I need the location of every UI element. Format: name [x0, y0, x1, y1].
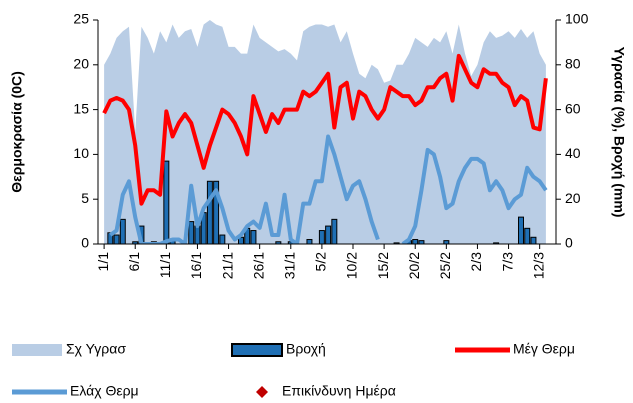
- plot: [102, 20, 548, 244]
- legend-label: Μέγ Θερμ: [513, 341, 575, 357]
- x-tick-label: 12/3: [530, 252, 546, 279]
- bar: [306, 239, 313, 244]
- y-tick-label: 20: [73, 56, 89, 72]
- legend-label: Βροχή: [286, 341, 326, 357]
- bar: [318, 230, 325, 244]
- bar: [113, 234, 120, 244]
- bar: [331, 218, 338, 244]
- y2-tick-label: 40: [565, 145, 581, 161]
- y2-axis-title: Υγρασία (%), Βροχή (mm): [611, 47, 627, 218]
- y2-tick-label: 20: [565, 190, 581, 206]
- bar: [518, 216, 524, 244]
- legend-label: Σχ Υγρασ: [66, 341, 126, 357]
- x-tick-label: 20/2: [406, 252, 422, 279]
- x-tick-label: 6/1: [126, 252, 142, 272]
- bar: [250, 230, 257, 244]
- x-tick-label: 21/1: [219, 252, 235, 279]
- bar: [194, 225, 201, 244]
- bar: [325, 225, 332, 244]
- line: [102, 53, 548, 206]
- bar: [443, 240, 450, 244]
- bar: [219, 234, 226, 244]
- bar: [418, 240, 425, 244]
- x-tick-label: 25/2: [437, 252, 453, 279]
- legend-label: Ελάχ Θερμ: [70, 383, 139, 399]
- legend-swatch: [256, 386, 268, 398]
- y2-tick-label: 100: [565, 11, 589, 27]
- x-tick-label: 1/1: [95, 252, 111, 272]
- x-tick-label: 7/3: [499, 252, 515, 272]
- legend-swatch: [231, 343, 283, 357]
- y2-tick-label: 60: [565, 100, 581, 116]
- bar: [206, 180, 213, 244]
- y-tick-label: 10: [73, 145, 89, 161]
- x-tick-label: 15/2: [375, 252, 391, 279]
- bar: [188, 221, 195, 244]
- x-tick-label: 11/1: [157, 252, 173, 278]
- bar: [493, 242, 500, 244]
- x-tick-label: 10/2: [344, 252, 360, 279]
- bar: [530, 236, 537, 244]
- bar: [163, 160, 170, 244]
- y-axis-title: Θερμοκρασία (0C): [9, 71, 25, 193]
- legend-label: Επικίνδυνη Ημέρα: [282, 383, 396, 399]
- y-tick-label: 5: [81, 190, 89, 206]
- bar: [412, 239, 419, 244]
- x-tick-label: 5/2: [313, 252, 329, 272]
- x-tick-label: 31/1: [281, 252, 297, 279]
- y-tick-label: 15: [73, 100, 89, 116]
- x-tick-label: 16/1: [188, 252, 204, 279]
- bar: [524, 227, 531, 244]
- y2-tick-label: 80: [565, 56, 581, 72]
- legend-swatch: [12, 344, 62, 356]
- line: [401, 147, 548, 244]
- y2-tick-label: 0: [565, 235, 573, 251]
- x-tick-label: 26/1: [250, 252, 266, 279]
- bar: [119, 218, 126, 244]
- bar: [213, 180, 220, 244]
- line: [109, 134, 380, 244]
- bar: [393, 242, 400, 244]
- y-tick-label: 25: [73, 11, 89, 27]
- y-tick-label: 0: [81, 235, 89, 251]
- x-tick-label: 2/3: [468, 252, 484, 272]
